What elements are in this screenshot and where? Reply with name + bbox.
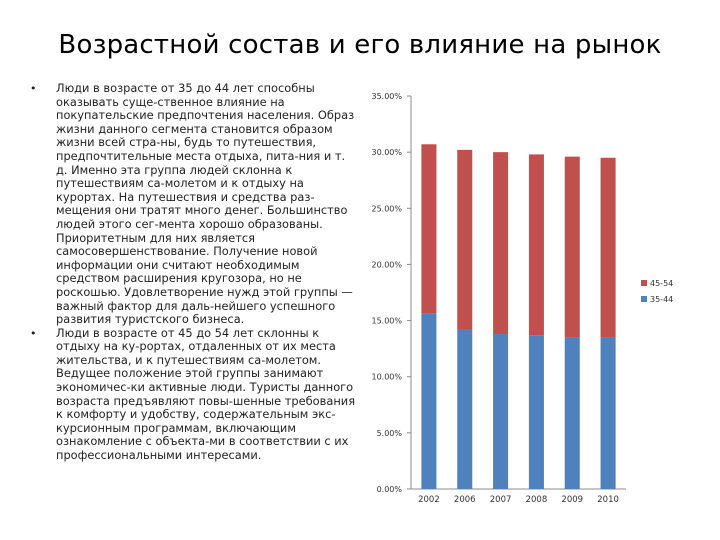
- bar-segment-45-54: [528, 154, 544, 336]
- bar-segment-35-44: [564, 337, 580, 489]
- y-tick-label: 35.00%: [371, 92, 402, 101]
- y-tick-label: 30.00%: [371, 148, 402, 157]
- bar-segment-45-54: [564, 156, 580, 338]
- bullet-item-35-44: • Люди в возрасте от 35 до 44 лет способ…: [28, 81, 358, 327]
- x-tick-label: 2010: [597, 495, 619, 505]
- bar-segment-35-44: [600, 337, 616, 489]
- bar-segment-45-54: [493, 152, 509, 335]
- bullet-item-45-54: • Люди в возрасте от 45 до 54 лет склонн…: [28, 325, 358, 463]
- bar-segment-45-54: [457, 149, 473, 330]
- bullet-marker: •: [30, 326, 37, 340]
- bar-segment-45-54: [600, 157, 616, 338]
- y-tick-label: 20.00%: [371, 260, 402, 269]
- legend-swatch-45-54: [641, 280, 647, 286]
- y-tick-label: 25.00%: [371, 204, 402, 213]
- bullet-text: Люди в возрасте от 45 до 54 лет склонны …: [56, 325, 356, 463]
- chart-svg: 0.00% 5.00% 10.00% 15.00% 20.00% 25.00% 30.00%…: [371, 92, 673, 505]
- slide-title: Возрастной состав и его влияние на рынок: [58, 30, 662, 60]
- x-tick-label: 2009: [561, 495, 583, 505]
- legend-label: 45-54: [650, 279, 673, 288]
- stacked-bar-chart: 0.00% 5.00% 10.00% 15.00% 20.00% 25.00% 30.00%…: [358, 80, 700, 516]
- bar-segment-45-54: [421, 144, 437, 314]
- bar-segment-35-44: [493, 334, 509, 489]
- y-tick-label: 15.00%: [371, 317, 402, 326]
- legend-label: 35-44: [650, 295, 673, 304]
- bullet-marker: •: [30, 82, 37, 95]
- bar-segment-35-44: [457, 329, 473, 489]
- bar-segment-35-44: [528, 335, 544, 489]
- y-tick-label: 0.00%: [377, 485, 403, 494]
- bar-segment-35-44: [421, 313, 437, 489]
- y-tick-label: 10.00%: [371, 373, 402, 382]
- bullet-text: Люди в возрасте от 35 до 44 лет способны…: [56, 81, 355, 327]
- y-tick-label: 5.00%: [377, 429, 403, 438]
- bullet-list: • Люди в возрасте от 35 до 44 лет способ…: [28, 81, 358, 463]
- legend-swatch-35-44: [641, 296, 647, 302]
- x-tick-label: 2008: [526, 495, 548, 505]
- x-tick-label: 2002: [418, 495, 440, 505]
- x-tick-label: 2007: [490, 495, 512, 505]
- x-tick-label: 2006: [454, 495, 476, 505]
